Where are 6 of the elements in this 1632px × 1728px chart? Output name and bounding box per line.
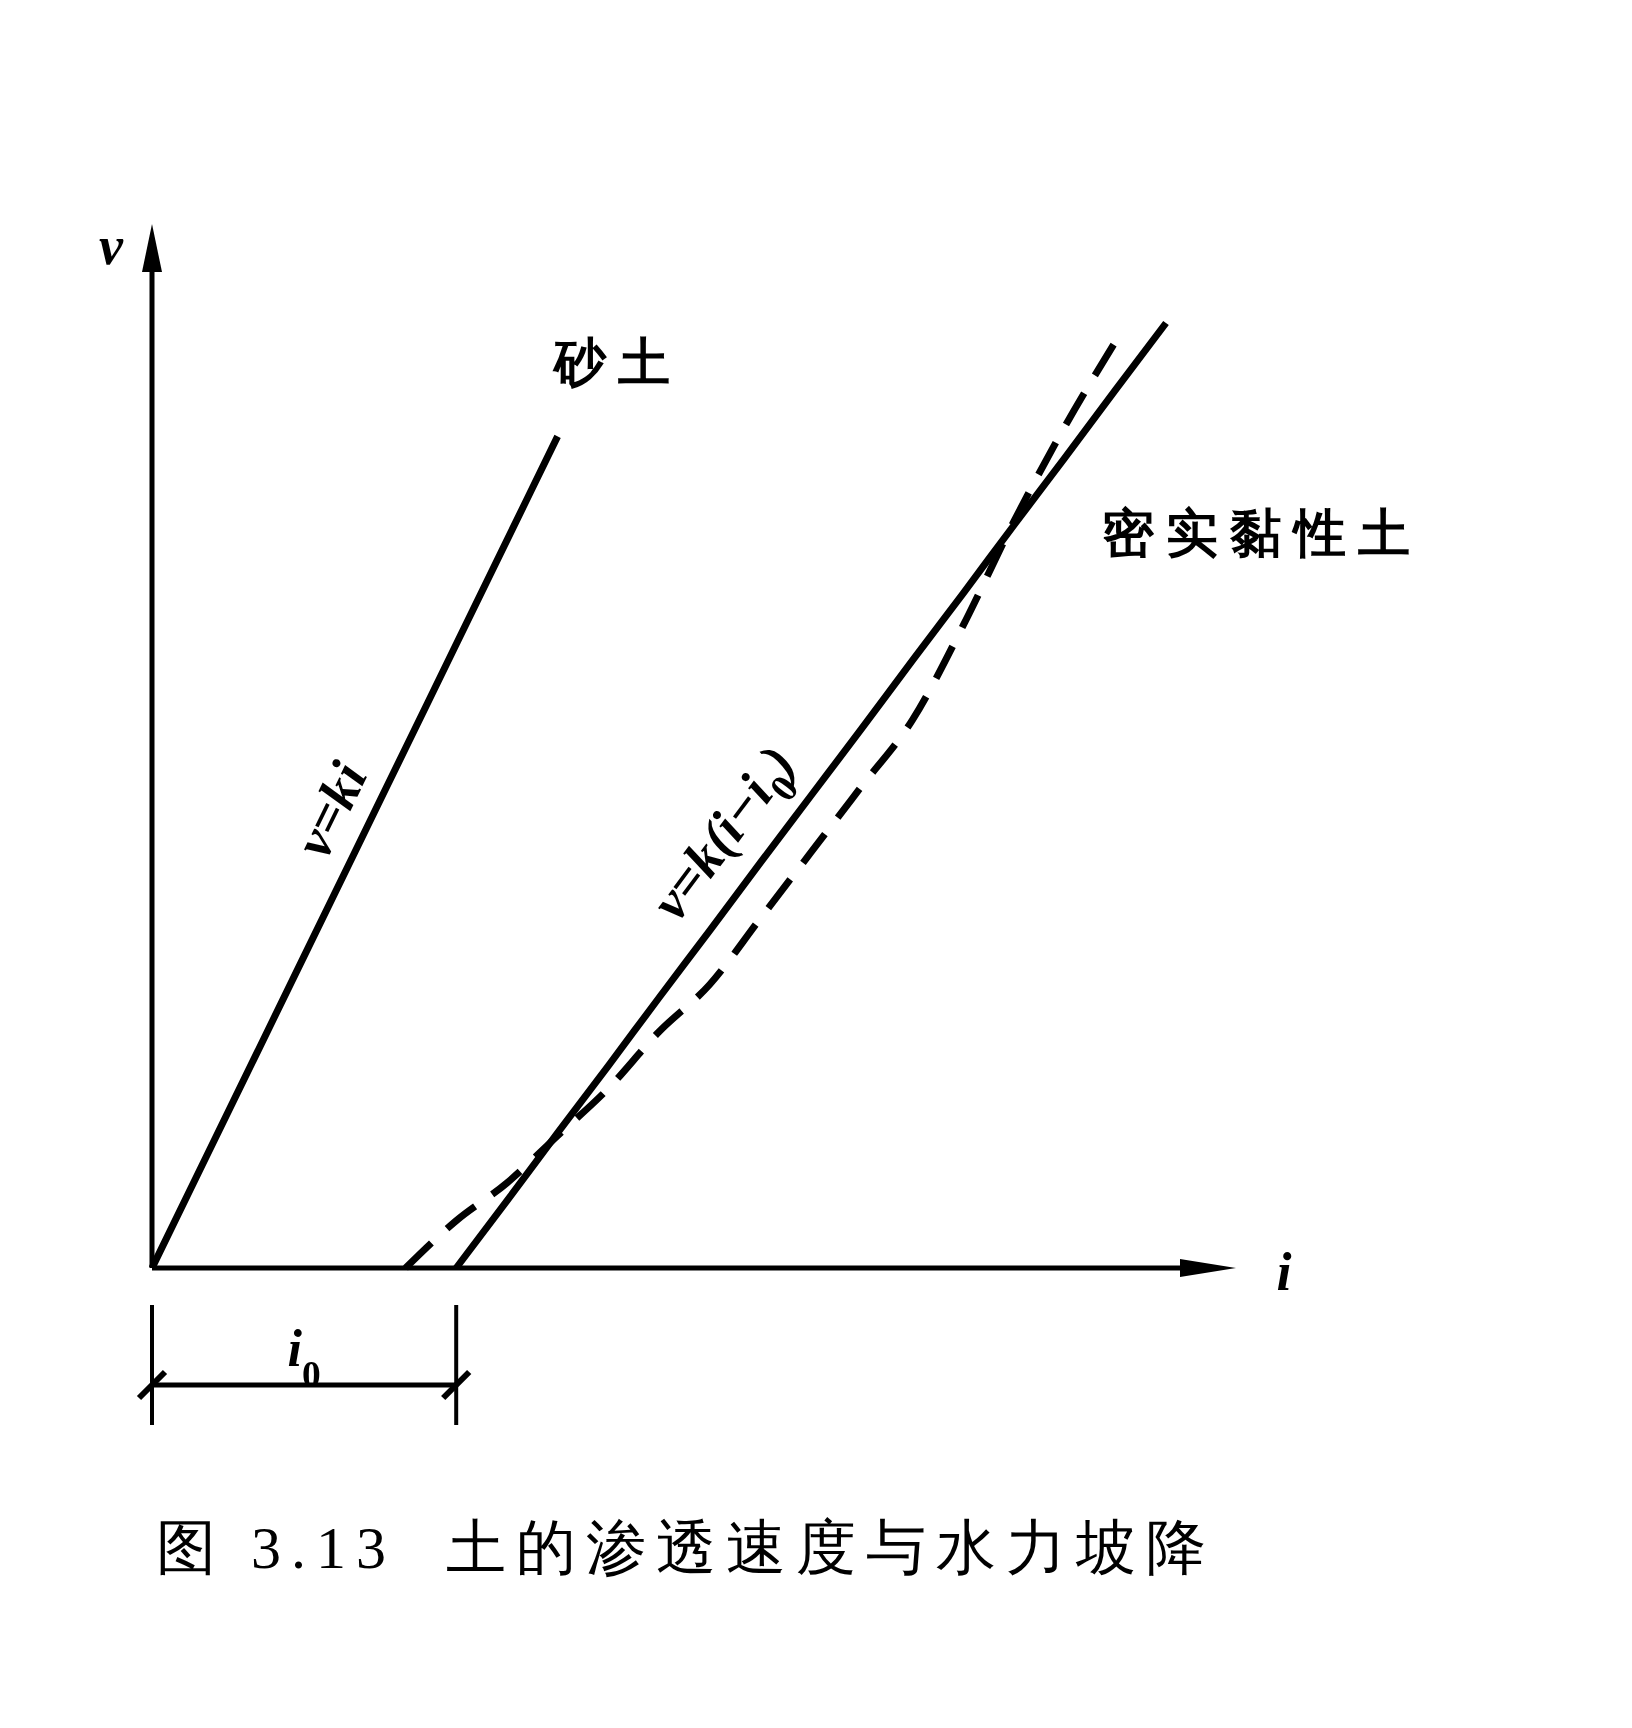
text: 图 3.13 土的渗透速度与水力坡降: [156, 1515, 1216, 1581]
series-label: 砂土: [551, 332, 682, 393]
series-label: 密实黏性土: [1102, 503, 1422, 563]
x-axis-title: i: [1276, 1242, 1292, 1302]
y-axis-title: v: [99, 216, 125, 276]
annotation: v=ki: [282, 753, 380, 867]
